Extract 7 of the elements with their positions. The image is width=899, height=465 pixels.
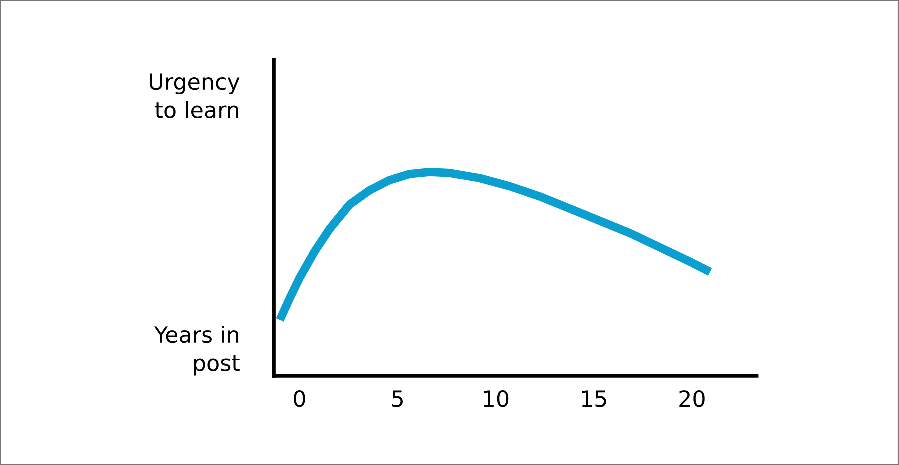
x-tick-label: 10 [484, 390, 509, 408]
x-axis-title: Years in post [154, 326, 240, 376]
x-tick-label: 5 [392, 390, 403, 408]
x-tick-label: 20 [680, 390, 705, 408]
y-axis-title: Urgency to learn [150, 74, 240, 119]
x-tick-label: 0 [294, 390, 306, 408]
x-tick-label: 15 [582, 390, 606, 408]
